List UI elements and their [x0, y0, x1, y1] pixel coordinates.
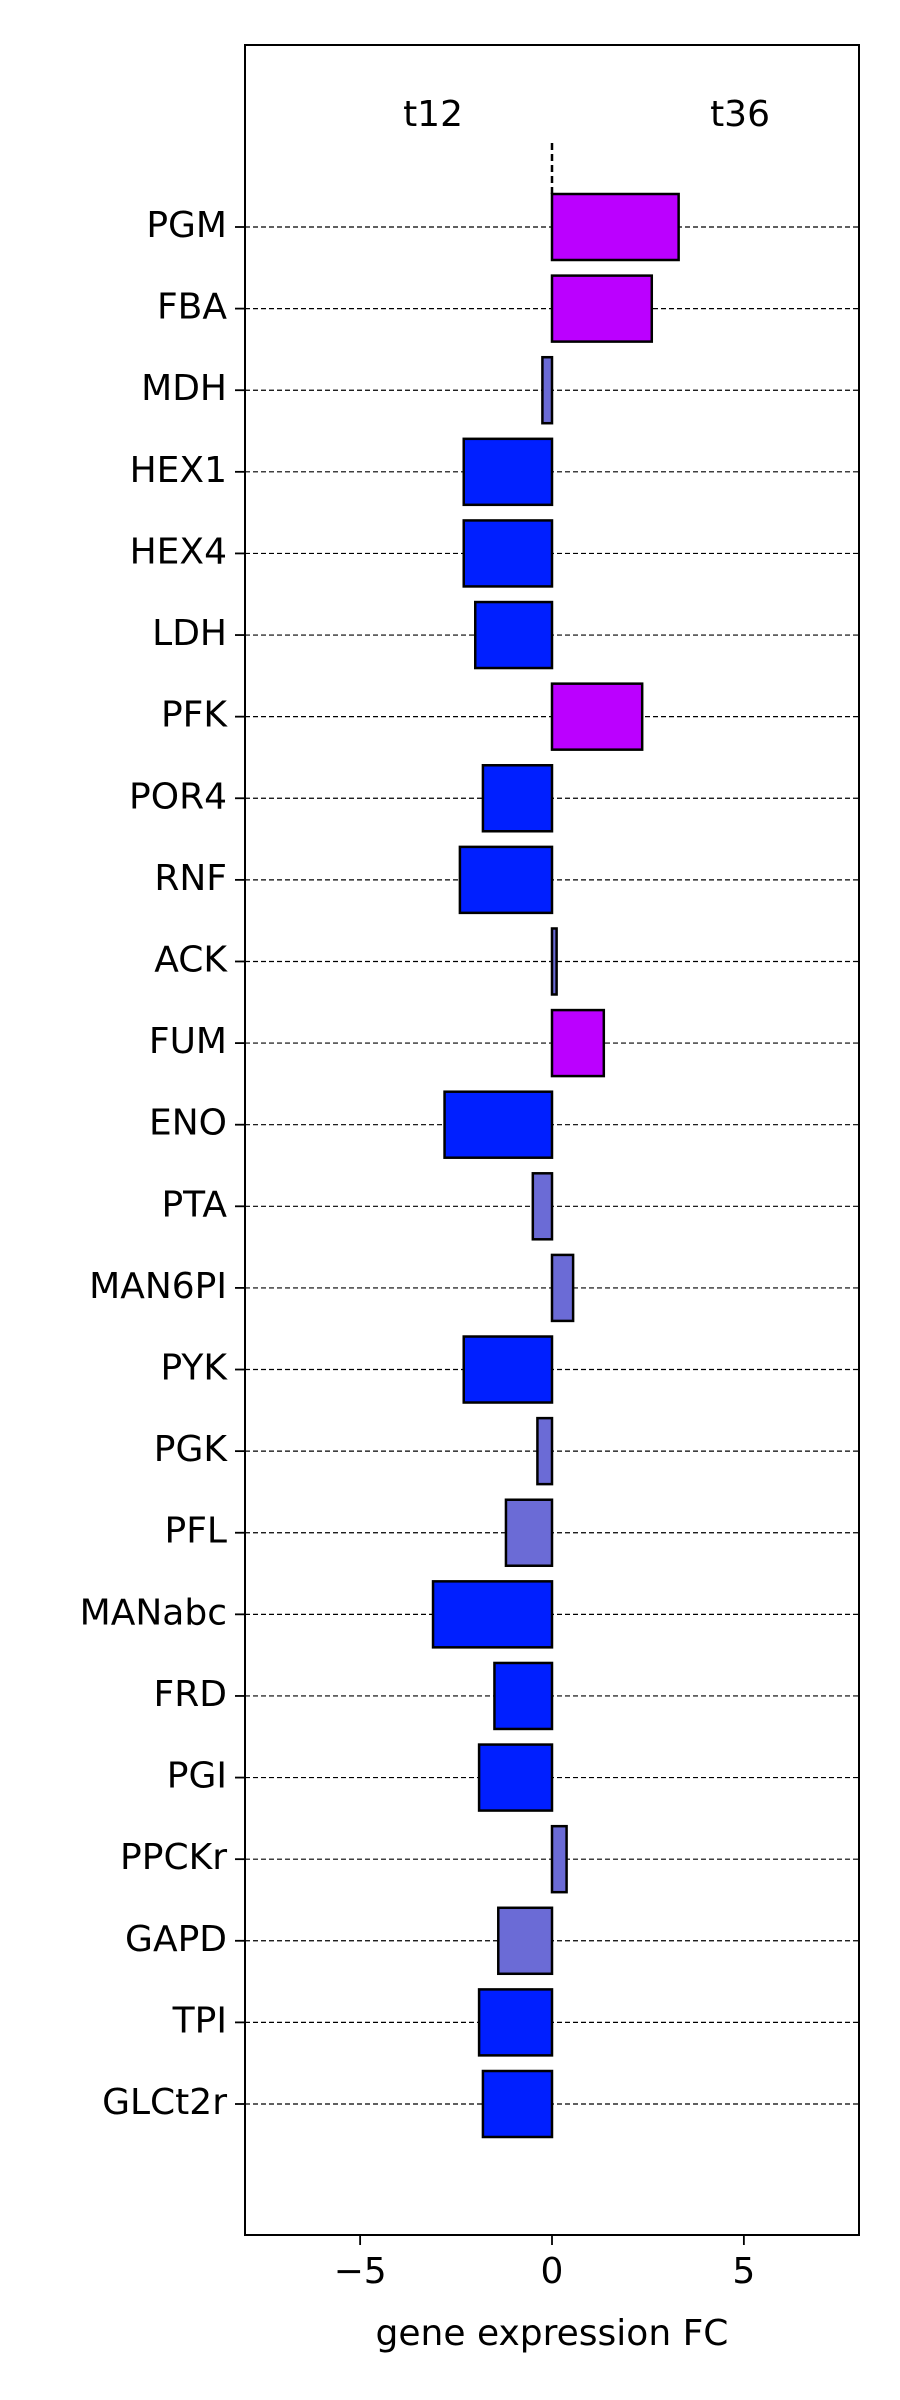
y-tick-label: FBA — [157, 287, 227, 328]
bar-frd — [493, 1661, 554, 1731]
bar-pgi — [477, 1743, 554, 1812]
y-tick-label: PYK — [160, 1348, 228, 1389]
annotation-t12: t12 — [403, 94, 463, 135]
bar-por4 — [481, 764, 554, 833]
y-tick-label: ENO — [149, 1103, 227, 1144]
bar-gapd — [497, 1906, 554, 1976]
bar-hex1 — [462, 437, 554, 507]
bar-pta — [531, 1172, 554, 1241]
y-tick-label: PGM — [146, 205, 227, 246]
bar-man6pi — [550, 1253, 575, 1323]
y-tick-label: PTA — [161, 1184, 227, 1225]
bar-ack — [550, 927, 558, 996]
y-tick-label: LDH — [152, 613, 227, 654]
bar-hex4 — [462, 519, 554, 588]
y-tick-label: MDH — [141, 368, 227, 409]
x-tick-label: 5 — [732, 2251, 755, 2292]
y-tick-label: HEX4 — [130, 531, 227, 572]
y-tick-label: PGI — [167, 1756, 227, 1797]
y-tick-label: ACK — [154, 939, 228, 980]
y-tick-label: RNF — [154, 858, 227, 899]
bar-tpi — [477, 1988, 554, 2057]
bar-fba — [550, 274, 654, 343]
y-tick-label: POR4 — [129, 776, 227, 817]
x-axis-ticks: −5 0 5 — [334, 2235, 755, 2292]
x-tick-label: 0 — [541, 2251, 564, 2292]
bar-pfk — [550, 682, 644, 751]
y-axis-labels: PGM FBA MDH HEX1 HEX4 LDH PFK POR4 RNF ACK FUM ENO P… — [80, 205, 245, 2123]
y-tick-label: PPCKr — [120, 1837, 227, 1878]
y-tick-label: FUM — [149, 1021, 227, 1062]
y-tick-label: PGK — [154, 1429, 229, 1470]
y-tick-label: FRD — [154, 1674, 227, 1715]
y-tick-label: MANabc — [80, 1592, 227, 1633]
annotation-t36: t36 — [710, 94, 770, 135]
bar-mdh — [541, 355, 554, 425]
y-tick-label: TPI — [172, 2000, 227, 2041]
bars-layer — [431, 192, 680, 2139]
bar-fum — [550, 1008, 606, 1078]
bar-pgm — [550, 192, 680, 262]
y-tick-label: MAN6PI — [89, 1266, 227, 1307]
x-tick-label: −5 — [334, 2251, 387, 2292]
bar-ppckr — [550, 1824, 568, 1894]
y-tick-label: PFL — [165, 1511, 227, 1552]
y-tick-label: PFK — [161, 695, 228, 736]
bar-rnf — [458, 845, 554, 915]
y-tick-label: GLCt2r — [102, 2082, 227, 2123]
x-axis-label: gene expression FC — [376, 2313, 729, 2354]
bar-eno — [443, 1090, 554, 1159]
y-tick-label: HEX1 — [130, 450, 227, 491]
bar-pgk — [536, 1416, 554, 1486]
bar-manabc — [431, 1580, 554, 1649]
bar-pfl — [504, 1498, 554, 1567]
bar-glct2r — [481, 2069, 554, 2139]
y-tick-label: GAPD — [125, 1919, 227, 1960]
grid-layer — [245, 226, 859, 2105]
bar-ldh — [474, 600, 554, 670]
bar-pyk — [462, 1335, 554, 1404]
